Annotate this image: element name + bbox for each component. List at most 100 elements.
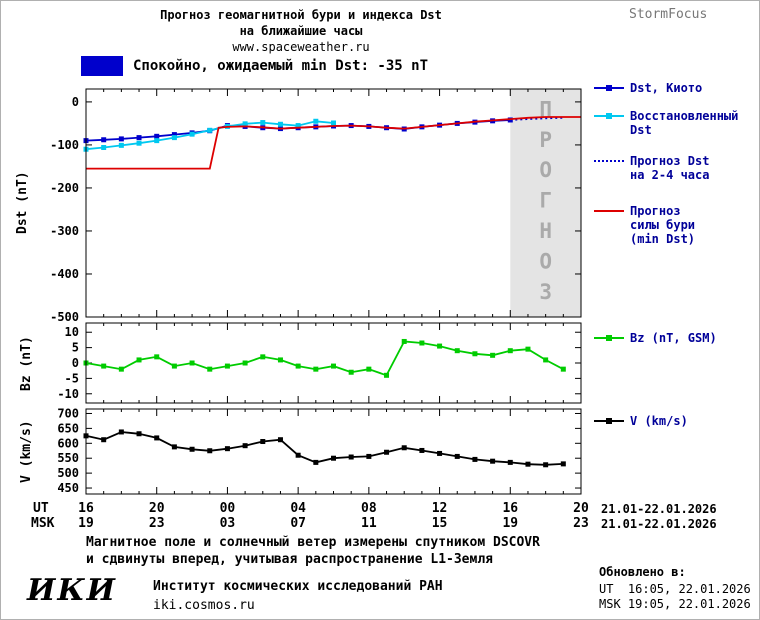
- data-point-marker: [260, 439, 266, 445]
- data-point-marker: [331, 120, 336, 126]
- x-tick-label: 15: [431, 516, 448, 531]
- data-point-marker: [295, 123, 301, 129]
- legend-storm-forecast: Прогноз силы бури (min Dst): [594, 204, 710, 246]
- data-point-marker: [171, 135, 177, 141]
- title-line1: Прогноз геомагнитной бури и индекса Dst: [160, 8, 442, 22]
- storm-status: Спокойно, ожидаемый min Dst: -35 nT: [81, 56, 428, 76]
- brand-label: StormFocus: [629, 7, 708, 22]
- forecast-band-letter: Г: [539, 189, 552, 213]
- y-tick-label: 5: [72, 341, 79, 355]
- data-point-marker: [313, 459, 319, 465]
- legend-dst-restored: Восстановленный Dst: [594, 109, 750, 137]
- data-point-marker: [313, 118, 319, 124]
- legend-v-label: V (km/s): [630, 414, 688, 428]
- data-point-marker: [348, 454, 354, 460]
- forecast-band-letter: О: [539, 249, 552, 273]
- data-point-marker: [101, 137, 107, 143]
- v-axis-label: V (km/s): [19, 420, 34, 483]
- square-marker-icon: [606, 85, 612, 91]
- data-source-note-line1: Магнитное поле и солнечный ветер измерен…: [86, 535, 540, 550]
- data-point-marker: [437, 450, 443, 456]
- y-tick-label: 450: [57, 481, 79, 495]
- institute-name: Институт космических исследований РАН: [153, 579, 443, 594]
- iki-site-link[interactable]: iki.cosmos.ru: [153, 598, 255, 613]
- data-point-marker: [136, 135, 142, 141]
- data-point-marker: [118, 366, 124, 372]
- x-tick-label: 16: [78, 501, 94, 516]
- data-point-marker: [189, 446, 195, 452]
- data-point-marker: [454, 453, 460, 459]
- forecast-band-letter: Н: [539, 219, 552, 243]
- y-tick-label: -400: [50, 267, 79, 281]
- bz-axis-label: Bz (nT): [19, 336, 34, 391]
- plot-border: [85, 408, 582, 495]
- data-point-marker: [154, 354, 160, 360]
- forecast-band-letter: З: [539, 280, 552, 304]
- msk-date-range: 21.01-22.01.2026: [601, 517, 717, 531]
- data-point-marker: [171, 132, 177, 138]
- forecast-band: [510, 89, 581, 317]
- x-tick-label: 16: [502, 501, 519, 516]
- data-point-marker: [507, 459, 513, 465]
- data-point-marker: [277, 437, 283, 443]
- y-tick-label: -10: [57, 387, 79, 401]
- x-tick-label: 12: [431, 501, 448, 516]
- square-marker-icon: [606, 113, 612, 119]
- data-source-note-line2: и сдвинуты вперед, учитывая распростране…: [86, 552, 493, 567]
- legend-dst-restored-label: Восстановленный Dst: [630, 109, 739, 137]
- site-url-link[interactable]: www.spaceweather.ru: [232, 40, 370, 54]
- square-marker-icon: [606, 335, 612, 341]
- data-point-marker: [189, 360, 195, 366]
- data-point-marker: [419, 340, 425, 346]
- square-marker-icon: [606, 418, 612, 424]
- data-point-marker: [242, 121, 248, 127]
- data-point-marker: [207, 127, 213, 133]
- updated-ut-time: UT 16:05, 22.01.2026: [599, 582, 751, 596]
- y-tick-label: -300: [50, 224, 79, 238]
- forecast-band-letter: О: [539, 158, 552, 182]
- x-tick-label: 00: [219, 501, 236, 516]
- data-point-marker: [560, 461, 566, 467]
- data-point-marker: [242, 443, 248, 449]
- data-point-marker: [260, 354, 266, 360]
- legend-dst-kyoto-label: Dst, Киото: [630, 81, 703, 95]
- data-point-marker: [260, 120, 266, 126]
- legend-dst-forecast-label: Прогноз Dst на 2-4 часа: [630, 154, 710, 182]
- data-point-marker: [101, 145, 107, 151]
- data-point-marker: [437, 343, 443, 349]
- plot-border: [85, 88, 582, 318]
- series-line: [86, 116, 581, 170]
- page-title: Прогноз геомагнитной бури и индекса Dst …: [86, 7, 516, 55]
- x-tick-label: 08: [361, 501, 377, 516]
- v-swatch: [594, 418, 624, 424]
- data-point-marker: [171, 444, 177, 450]
- data-point-marker: [366, 366, 372, 372]
- series-line: [510, 116, 564, 121]
- legend-dst-forecast: Прогноз Dst на 2-4 часа: [594, 154, 725, 182]
- x-tick-label: 07: [290, 516, 306, 531]
- data-point-marker: [295, 363, 301, 369]
- data-point-marker: [507, 348, 513, 354]
- dst-kyoto-swatch: [594, 85, 624, 91]
- data-point-marker: [154, 138, 160, 144]
- title-line2: на ближайшие часы: [239, 24, 363, 38]
- data-point-marker: [525, 346, 531, 352]
- forecast-band-letter: Р: [539, 128, 552, 152]
- data-point-marker: [560, 366, 566, 372]
- data-point-marker: [118, 136, 124, 142]
- y-tick-label: -500: [50, 310, 79, 324]
- y-tick-label: 0: [72, 356, 79, 370]
- series-line: [85, 340, 564, 377]
- forecast-band-letter: П: [539, 97, 552, 121]
- dst-axis-label: Dst (nT): [15, 171, 30, 234]
- x-tick-label: 19: [78, 516, 94, 531]
- x-tick-label: 20: [573, 501, 589, 516]
- legend-bz: Bz (nT, GSM): [594, 331, 740, 345]
- legend-dst-kyoto: Dst, Киото: [594, 81, 740, 95]
- data-point-marker: [331, 455, 336, 461]
- data-point-marker: [490, 458, 496, 464]
- data-point-marker: [154, 435, 160, 441]
- y-tick-label: 700: [57, 406, 79, 420]
